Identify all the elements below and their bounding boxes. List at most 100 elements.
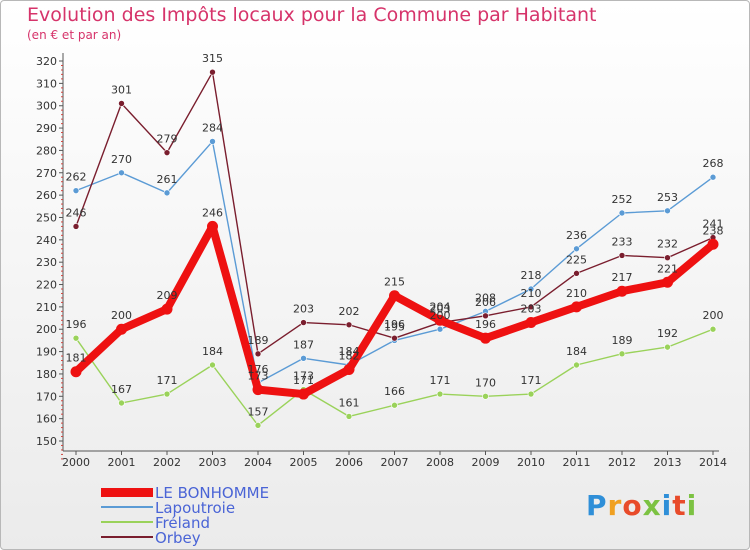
data-label: 236 bbox=[566, 229, 587, 242]
data-label: 189 bbox=[612, 334, 633, 347]
data-point bbox=[527, 303, 535, 311]
data-point bbox=[391, 401, 398, 409]
data-point bbox=[525, 317, 537, 329]
data-label: 200 bbox=[703, 309, 724, 322]
data-point bbox=[434, 314, 446, 326]
data-point bbox=[527, 390, 535, 398]
data-point bbox=[618, 350, 626, 358]
data-label: 161 bbox=[339, 396, 360, 409]
data-label: 221 bbox=[657, 262, 678, 275]
data-point bbox=[72, 334, 80, 342]
y-tick-label: 200 bbox=[36, 323, 57, 336]
data-label: 225 bbox=[566, 253, 587, 266]
data-label: 315 bbox=[202, 52, 223, 65]
data-point bbox=[618, 252, 626, 259]
x-tick-label: 2010 bbox=[517, 456, 545, 469]
y-tick-label: 310 bbox=[36, 77, 57, 90]
logo-letter: i bbox=[686, 489, 698, 522]
data-label: 210 bbox=[566, 287, 587, 300]
data-label: 210 bbox=[521, 287, 542, 300]
data-point bbox=[709, 173, 717, 181]
data-label: 204 bbox=[430, 300, 451, 313]
logo-letter: r bbox=[607, 489, 623, 522]
legend-label: LE BONHOMME bbox=[155, 484, 270, 502]
data-label: 192 bbox=[657, 327, 678, 340]
data-point bbox=[116, 323, 127, 335]
data-point bbox=[391, 334, 398, 342]
data-label: 261 bbox=[157, 173, 178, 186]
data-point bbox=[662, 276, 673, 288]
data-label: 241 bbox=[703, 218, 724, 231]
data-point bbox=[252, 384, 264, 396]
y-tick-label: 210 bbox=[36, 301, 57, 314]
data-point bbox=[343, 363, 355, 375]
data-label: 206 bbox=[475, 296, 496, 309]
data-point bbox=[664, 254, 671, 262]
data-point bbox=[664, 207, 671, 215]
data-label: 268 bbox=[703, 157, 724, 170]
data-point bbox=[616, 285, 628, 297]
legend-label: Orbey bbox=[155, 529, 201, 547]
data-label: 176 bbox=[248, 363, 269, 376]
y-tick-label: 220 bbox=[36, 279, 57, 292]
data-label: 189 bbox=[248, 334, 269, 347]
data-label: 196 bbox=[384, 318, 405, 331]
data-point bbox=[163, 149, 171, 156]
data-label: 184 bbox=[339, 345, 360, 358]
data-label: 208 bbox=[475, 291, 496, 304]
y-tick-label: 150 bbox=[36, 435, 57, 448]
legend-swatch bbox=[101, 521, 153, 523]
data-label: 187 bbox=[293, 338, 314, 351]
data-point bbox=[389, 290, 400, 302]
y-tick-label: 250 bbox=[36, 211, 57, 224]
data-label: 200 bbox=[111, 309, 132, 322]
data-label: 200 bbox=[430, 309, 451, 322]
x-tick-label: 2013 bbox=[654, 456, 682, 469]
y-tick-label: 260 bbox=[36, 189, 57, 202]
y-tick-label: 280 bbox=[36, 144, 57, 157]
data-label: 170 bbox=[475, 376, 496, 389]
data-label: 218 bbox=[521, 269, 542, 282]
y-tick-label: 240 bbox=[36, 234, 57, 247]
y-tick-label: 290 bbox=[36, 122, 57, 135]
y-tick-label: 180 bbox=[36, 368, 57, 381]
proxiti-logo: Proxiti bbox=[586, 489, 697, 522]
x-tick-label: 2005 bbox=[290, 456, 318, 469]
data-label: 157 bbox=[248, 405, 269, 418]
logo-letter: i bbox=[661, 489, 673, 522]
data-point bbox=[254, 350, 262, 358]
data-label: 196 bbox=[475, 318, 496, 331]
data-point bbox=[72, 223, 80, 230]
legend-label: Fréland bbox=[155, 514, 210, 532]
x-tick-label: 2014 bbox=[699, 456, 727, 469]
data-point bbox=[707, 238, 719, 250]
x-tick-label: 2009 bbox=[472, 456, 500, 469]
x-tick-label: 2012 bbox=[608, 456, 636, 469]
data-point bbox=[527, 285, 535, 293]
legend-swatch bbox=[101, 536, 153, 538]
data-label: 203 bbox=[293, 303, 314, 316]
x-tick-label: 2004 bbox=[244, 456, 272, 469]
data-point bbox=[571, 301, 582, 313]
data-label: 166 bbox=[384, 385, 405, 398]
data-label: 284 bbox=[202, 121, 223, 134]
data-label: 196 bbox=[66, 318, 87, 331]
chart-subtitle: (en € et par an) bbox=[27, 28, 122, 42]
data-label: 262 bbox=[66, 171, 87, 184]
data-label: 209 bbox=[157, 289, 178, 302]
data-point bbox=[209, 361, 216, 369]
data-point bbox=[345, 413, 353, 420]
data-point bbox=[618, 209, 626, 217]
data-label: 203 bbox=[521, 303, 542, 316]
data-point bbox=[482, 392, 489, 400]
data-point bbox=[573, 270, 580, 277]
data-label: 171 bbox=[521, 374, 542, 387]
data-label: 246 bbox=[66, 206, 87, 219]
data-point bbox=[163, 390, 171, 398]
data-point bbox=[664, 343, 671, 351]
data-label: 184 bbox=[202, 345, 223, 358]
data-label: 181 bbox=[66, 352, 87, 365]
data-label: 203 bbox=[430, 303, 451, 316]
y-tick-label: 270 bbox=[36, 167, 57, 180]
